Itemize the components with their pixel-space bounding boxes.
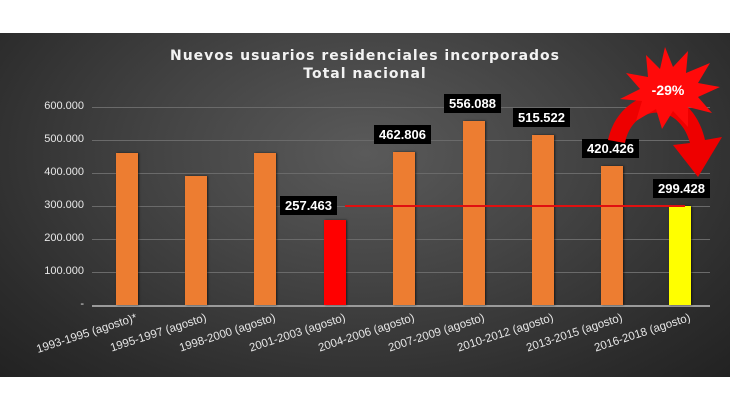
- y-tick-label: 100.000: [44, 265, 84, 277]
- bar: [669, 206, 691, 305]
- decrease-arrow-icon: -29%: [608, 47, 722, 177]
- data-label: 257.463: [280, 196, 337, 215]
- y-tick-label: 400.000: [44, 166, 84, 178]
- data-label: 556.088: [444, 94, 501, 114]
- chart-subtitle: Total nacional: [303, 66, 427, 82]
- bar: [601, 166, 623, 305]
- bar: [463, 121, 485, 305]
- bar: [185, 175, 207, 305]
- y-tick-label: 200.000: [44, 232, 84, 244]
- data-label: 515.522: [513, 107, 570, 127]
- bar: [532, 134, 554, 305]
- y-tick-label: -: [80, 298, 84, 310]
- bar: [393, 152, 415, 305]
- data-label: 420.426: [582, 139, 639, 159]
- bar: [254, 152, 276, 305]
- y-tick-label: 500.000: [44, 133, 84, 145]
- reference-line: [345, 205, 685, 208]
- y-tick-label: 600.000: [44, 100, 84, 112]
- y-tick-label: 300.000: [44, 199, 84, 211]
- percent-change-label: -29%: [652, 82, 685, 98]
- data-label: 299.428: [653, 179, 710, 198]
- bar: [116, 152, 138, 305]
- data-label: 462.806: [374, 125, 431, 145]
- x-axis-line: [92, 305, 710, 307]
- gridline: [92, 107, 710, 108]
- chart-title: Nuevos usuarios residenciales incorporad…: [170, 48, 560, 64]
- bar: [324, 220, 346, 305]
